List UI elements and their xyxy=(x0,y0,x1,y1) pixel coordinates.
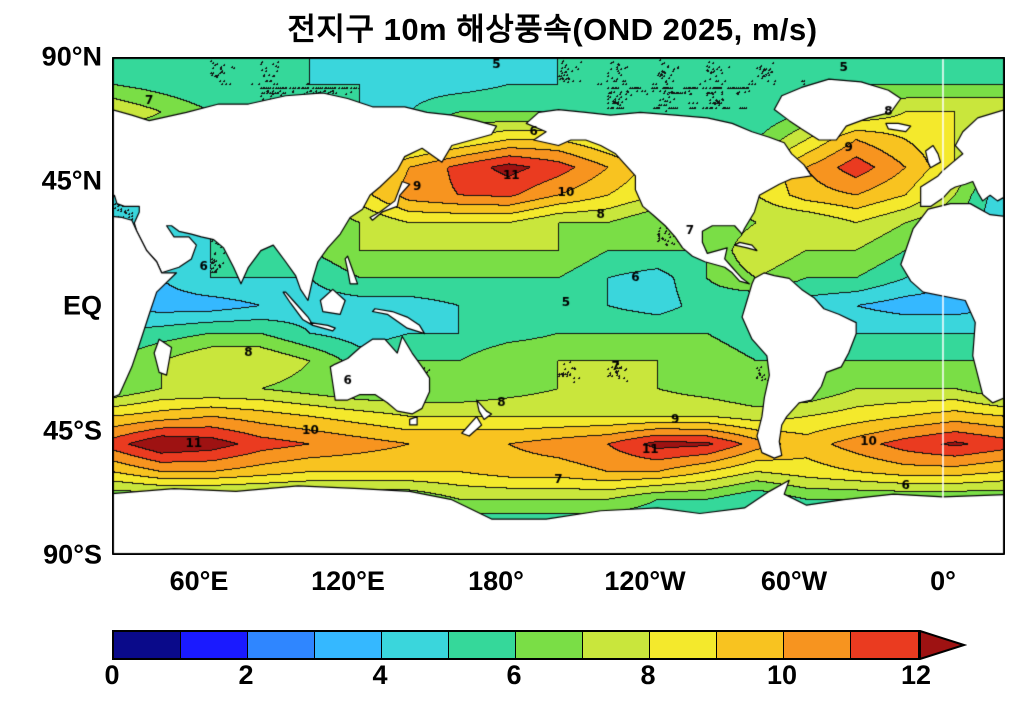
colorbar-tick-0: 0 xyxy=(104,660,120,690)
colorbar xyxy=(112,630,967,660)
x-tick-180: 180° xyxy=(468,566,524,596)
x-tick-60E: 60°E xyxy=(169,566,229,596)
map-canvas xyxy=(112,57,1005,555)
colorbar-segment-2 xyxy=(248,632,315,658)
y-tick-EQ: EQ xyxy=(62,290,102,321)
y-tick-45S: 45°S xyxy=(43,415,102,446)
colorbar-segment-4 xyxy=(382,632,449,658)
colorbar-tick-6: 6 xyxy=(506,660,522,690)
colorbar-arrow-icon xyxy=(919,630,967,660)
colorbar-segment-7 xyxy=(583,632,650,658)
x-tick-0: 0° xyxy=(930,566,956,596)
colorbar-tick-10: 10 xyxy=(766,660,798,690)
x-tick-60W: 60°W xyxy=(760,566,828,596)
colorbar-gradient xyxy=(112,630,920,660)
chart-title: 전지구 10m 해상풍속(OND 2025, m/s) xyxy=(287,12,818,47)
colorbar-segment-5 xyxy=(449,632,516,658)
colorbar-segment-6 xyxy=(516,632,583,658)
x-tick-120W: 120°W xyxy=(604,566,686,596)
colorbar-segment-0 xyxy=(114,632,181,658)
colorbar-segment-1 xyxy=(181,632,248,658)
colorbar-segment-9 xyxy=(717,632,784,658)
colorbar-tick-12: 12 xyxy=(900,660,932,690)
y-tick-90N: 90°N xyxy=(41,41,102,72)
colorbar-tick-4: 4 xyxy=(372,660,388,690)
colorbar-segment-10 xyxy=(784,632,851,658)
colorbar-tick-2: 2 xyxy=(238,660,254,690)
y-tick-45N: 45°N xyxy=(41,165,102,196)
colorbar-segment-11 xyxy=(851,632,918,658)
colorbar-segment-3 xyxy=(315,632,382,658)
y-tick-90S: 90°S xyxy=(43,539,102,570)
x-tick-120E: 120°E xyxy=(311,566,385,596)
colorbar-tick-8: 8 xyxy=(640,660,656,690)
colorbar-segment-8 xyxy=(650,632,717,658)
